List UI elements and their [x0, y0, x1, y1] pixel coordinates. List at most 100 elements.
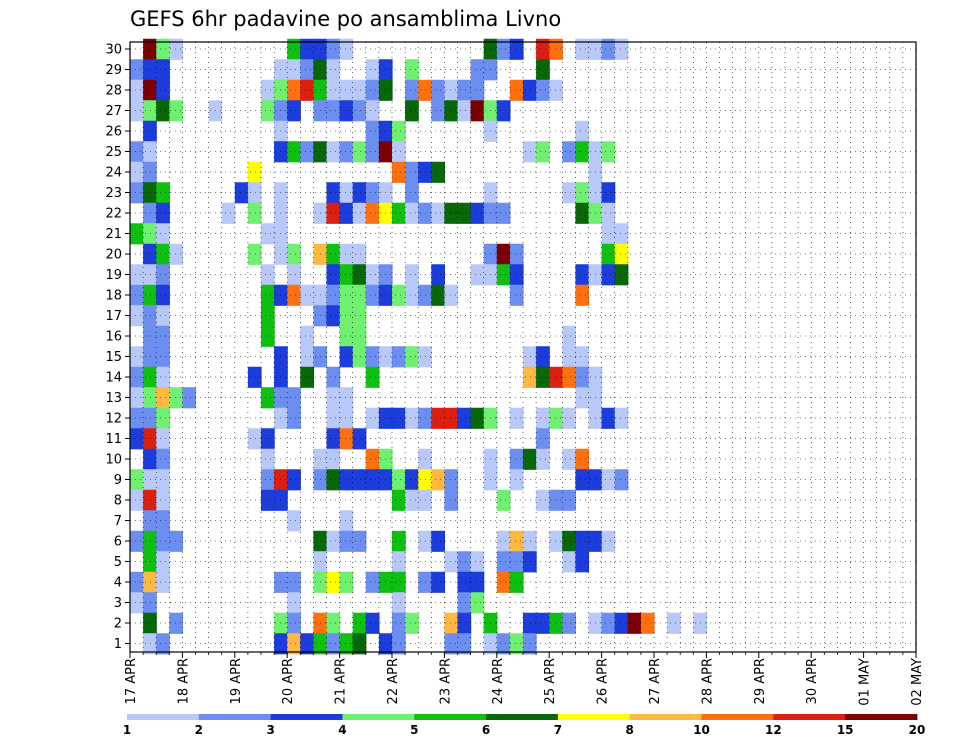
- precip-cell: [287, 612, 301, 634]
- legend-bound-label: 15: [837, 723, 854, 737]
- precip-cell: [326, 182, 341, 204]
- precip-cell: [274, 79, 288, 101]
- precip-cell: [392, 551, 406, 573]
- precip-cell: [326, 141, 341, 163]
- precip-cell: [562, 325, 576, 347]
- precip-cell: [575, 469, 590, 491]
- precip-cell: [470, 79, 485, 101]
- precip-cell: [287, 141, 301, 163]
- precip-cell: [352, 469, 367, 491]
- precip-cell: [247, 202, 262, 224]
- precip-cell: [457, 202, 472, 224]
- precip-cell: [313, 79, 328, 101]
- y-tick-label: 9: [114, 473, 122, 488]
- precip-cell: [326, 100, 341, 122]
- precip-cell: [143, 202, 157, 224]
- precip-cell: [536, 366, 550, 388]
- y-tick-label: 5: [114, 555, 122, 570]
- precip-cell: [326, 428, 341, 450]
- precip-cell: [169, 100, 183, 122]
- precip-cell: [365, 202, 380, 224]
- precip-cell: [352, 182, 367, 204]
- precip-cell: [536, 346, 550, 368]
- x-tick-label: 22 APR: [386, 658, 401, 704]
- y-tick-label: 25: [105, 145, 122, 160]
- precip-cell: [274, 100, 288, 122]
- precip-cell: [130, 59, 144, 81]
- precip-cell: [156, 428, 170, 450]
- x-tick-label: 01 MAY: [858, 658, 873, 706]
- precip-cell: [457, 100, 472, 122]
- precip-cell: [601, 264, 616, 286]
- precip-cell: [287, 469, 301, 491]
- precip-cell: [601, 407, 616, 429]
- precip-cell: [339, 428, 354, 450]
- precip-cell: [575, 38, 590, 60]
- legend-swatch: [414, 714, 487, 720]
- precip-cell: [143, 182, 157, 204]
- legend-swatch: [701, 714, 774, 720]
- precip-cell: [549, 489, 563, 511]
- precip-cell: [156, 633, 170, 655]
- precip-cell: [483, 59, 498, 81]
- precip-cell: [457, 612, 472, 634]
- precip-cell: [169, 38, 183, 60]
- precip-cell: [457, 633, 472, 655]
- precip-cell: [156, 346, 170, 368]
- y-tick-label: 21: [105, 227, 122, 242]
- legend-bound-label: 10: [693, 723, 710, 737]
- legend-bound-label: 7: [554, 723, 562, 737]
- y-tick-label: 17: [105, 309, 122, 324]
- precip-cell: [575, 141, 590, 163]
- precip-cell: [300, 79, 314, 101]
- precip-cell: [549, 530, 563, 552]
- precip-cell: [313, 59, 328, 81]
- precip-cell: [261, 223, 275, 245]
- precip-cell: [457, 79, 472, 101]
- precip-cell: [601, 223, 616, 245]
- legend-bound-label: 3: [266, 723, 274, 737]
- precip-cell: [339, 633, 354, 655]
- precip-cell: [339, 407, 354, 429]
- precip-cell: [496, 633, 511, 655]
- precip-cell: [143, 38, 157, 60]
- precip-cell: [405, 264, 419, 286]
- precip-cell: [326, 264, 341, 286]
- precip-cell: [130, 100, 144, 122]
- y-tick-label: 20: [105, 248, 122, 263]
- precip-cell: [601, 612, 616, 634]
- precip-cell: [261, 100, 275, 122]
- precip-cell: [143, 489, 157, 511]
- precip-cell: [470, 59, 485, 81]
- precip-cell: [431, 407, 445, 429]
- precip-cell: [523, 79, 537, 101]
- precip-cell: [143, 79, 157, 101]
- precip-cell: [405, 407, 419, 429]
- precip-cell: [326, 571, 341, 593]
- precip-cell: [143, 100, 157, 122]
- precip-cell: [339, 100, 354, 122]
- precip-cell: [601, 243, 616, 265]
- precip-cell: [300, 633, 314, 655]
- precip-cell: [130, 571, 144, 593]
- precip-cell: [496, 551, 511, 573]
- precip-cell: [143, 59, 157, 81]
- heatmap-cells: [130, 38, 707, 655]
- precip-cell: [156, 571, 170, 593]
- precip-cell: [247, 428, 262, 450]
- precip-cell: [261, 387, 275, 409]
- precip-cell: [130, 223, 144, 245]
- precip-cell: [287, 571, 301, 593]
- precip-cell: [365, 182, 380, 204]
- precip-cell: [549, 366, 563, 388]
- precip-cell: [457, 571, 472, 593]
- precip-cell: [549, 407, 563, 429]
- precip-cell: [509, 264, 524, 286]
- precip-cell: [143, 366, 157, 388]
- y-tick-label: 27: [105, 104, 122, 119]
- precip-cell: [601, 38, 616, 60]
- precip-cell: [431, 469, 445, 491]
- precip-cell: [326, 243, 341, 265]
